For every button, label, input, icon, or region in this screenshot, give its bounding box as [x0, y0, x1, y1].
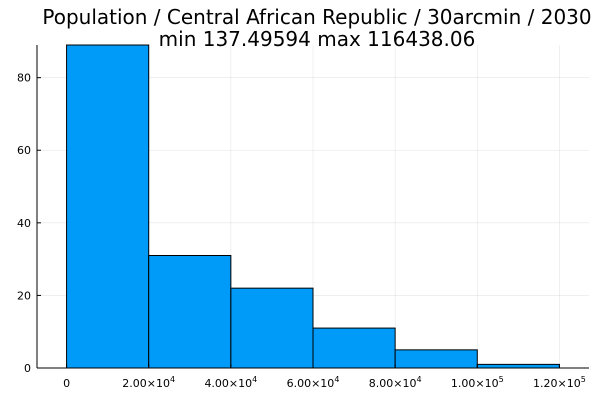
chart-title: Population / Central African Republic / … — [42, 5, 592, 29]
y-tick-label: 80 — [17, 72, 31, 85]
x-tick-label: 2.00×104 — [122, 375, 175, 390]
x-tick-labels: 0 2.00×104 4.00×104 6.00×104 8.00×104 1.00×10… — [63, 375, 586, 390]
x-tick-label: 6.00×104 — [287, 375, 340, 390]
x-tick-label: 1.00×105 — [451, 375, 504, 390]
axes-layer — [36, 45, 589, 369]
y-tick-labels: 0 20 40 60 80 — [17, 72, 31, 375]
histogram-bar-4 — [312, 327, 396, 369]
x-tick-label: 4.00×104 — [204, 375, 257, 390]
x-tick-label: 1.20×105 — [533, 375, 586, 390]
chart-subtitle: min 137.49594 max 116438.06 — [158, 27, 476, 51]
histogram-bar-1 — [66, 44, 150, 369]
histogram-bar-3 — [230, 287, 314, 369]
histogram-bar-2 — [148, 254, 232, 369]
x-tick-label: 8.00×104 — [369, 375, 422, 390]
histogram-bar-5 — [394, 349, 478, 369]
y-tick-label: 20 — [17, 289, 31, 302]
y-tick-label: 0 — [24, 362, 31, 375]
histogram-bar-6 — [476, 363, 560, 369]
bars-layer — [66, 44, 560, 369]
y-tick-label: 60 — [17, 144, 31, 157]
y-tick-label: 40 — [17, 217, 31, 230]
x-tick-label: 0 — [63, 377, 70, 390]
